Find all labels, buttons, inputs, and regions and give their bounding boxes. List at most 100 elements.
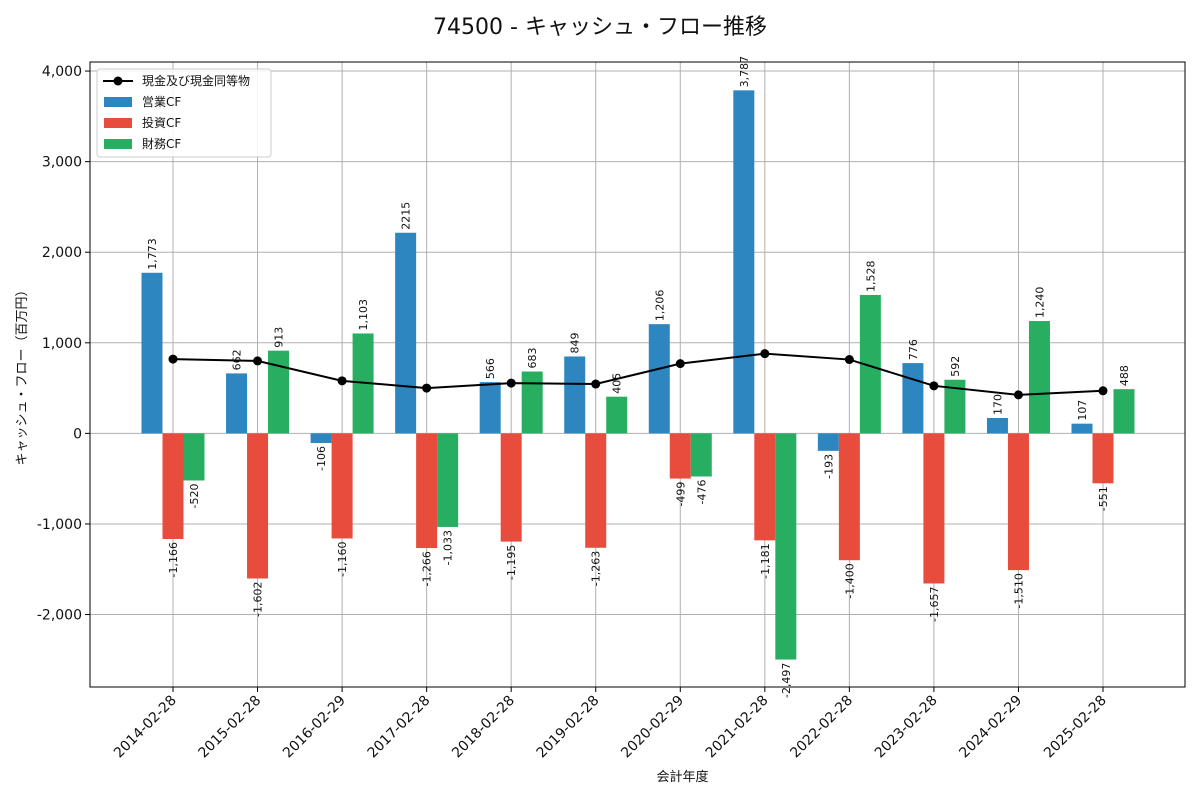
bar [690,433,712,477]
cash-line-point [675,359,685,369]
x-tick-label: 2019-02-28 [534,693,603,762]
bar-value-label: 776 [907,339,920,360]
bars [141,90,1135,660]
bar [141,272,163,434]
bar [986,417,1008,434]
bar [838,433,860,561]
legend-bar-swatch [104,118,132,128]
bar [183,433,205,481]
bar-value-label: -1,602 [252,581,265,616]
x-tick-label: 2022-02-28 [787,693,856,762]
bar [247,433,269,579]
bar [331,433,353,539]
bar-value-label: 1,528 [864,260,877,292]
bar-value-label: -106 [315,446,328,471]
bar-value-label: -476 [695,479,708,504]
bar [754,433,776,541]
legend-bar-swatch [104,139,132,149]
bar-value-label: -1,400 [843,563,856,598]
bar-value-label: -1,195 [505,545,518,580]
bar-value-label: 913 [273,327,286,348]
bar-value-label: 566 [484,358,497,379]
x-tick-label: 2024-02-29 [956,693,1025,762]
bar [733,90,755,434]
bar-value-label: -499 [674,482,687,507]
y-tick-label: -2,000 [37,608,82,624]
bar-value-label: -1,266 [421,551,434,586]
x-tick-label: 2017-02-28 [365,693,434,762]
legend-entry-label: 投資CF [142,115,181,130]
bar-value-label: -520 [188,483,201,508]
cash-line-path [172,352,1104,396]
bar-value-label: 1,103 [357,299,370,331]
bar [1092,433,1114,484]
bar [1007,433,1029,571]
y-axis-label: キャッシュ・フロー（百万円） [15,283,30,465]
x-tick-label: 2018-02-28 [449,693,518,762]
bar [479,382,501,434]
y-tick-label: 2,000 [42,245,82,261]
bar [500,433,522,542]
bar-value-label: 107 [1076,400,1089,421]
bar [564,356,586,434]
bar-labels: 1,773 662 -106 2215 566 849 1,206 3,787 -193 776 1… [146,56,1131,698]
bar-value-label: -1,510 [1012,573,1025,608]
cash-line-point [1013,390,1023,400]
bar-value-label: 1,206 [653,290,666,322]
grid [90,62,1185,687]
bar-value-label: 2215 [400,202,413,230]
bar [859,294,881,434]
cash-line-point [253,356,263,366]
bar [268,350,290,434]
bar-value-label: 405 [611,373,624,394]
bar [1113,389,1135,434]
x-tick-label: 2014-02-28 [111,693,180,762]
legend-marker [113,76,123,86]
bar-value-label: 592 [949,356,962,377]
plot-frame [89,61,1186,688]
bar [437,433,459,527]
bar [395,232,417,434]
bar-value-label: -1,181 [759,543,772,578]
bar-value-label: 1,240 [1033,287,1046,319]
bar [226,373,248,434]
x-tick-label: 2020-02-29 [618,693,687,762]
bar-value-label: -1,263 [590,551,603,586]
bar [310,433,332,443]
x-tick-label: 2021-02-28 [703,693,772,762]
cash-line-point [844,355,854,365]
cash-line-point [760,349,770,359]
cash-line-point [168,354,178,364]
bar-value-label: -2,497 [780,663,793,698]
legend-entry-label: 現金及び現金同等物 [142,73,250,88]
bar-value-label: -1,033 [442,530,455,565]
y-tick-label: 3,000 [42,155,82,171]
legend-entry-label: 営業CF [142,95,181,109]
bar-value-label: 849 [569,332,582,353]
bar [521,371,543,434]
bar-value-label: 488 [1118,365,1131,386]
bar [669,433,691,479]
bar [162,433,184,539]
y-tick-label: 1,000 [42,336,82,352]
bar-value-label: -551 [1097,486,1110,511]
bar-value-label: -1,166 [167,542,180,577]
x-tick-label: 2025-02-28 [1041,693,1110,762]
bar-value-label: 683 [526,348,539,369]
cash-line-point [591,379,601,389]
cash-line-point [337,376,347,386]
chart-title: 74500 - キャッシュ・フロー推移 [433,15,767,40]
x-tick-label: 2016-02-29 [280,693,349,762]
bar [1071,423,1093,434]
cash-line-point [1098,386,1108,396]
bar-value-label: 3,787 [738,56,751,88]
bar-value-label: 662 [231,349,244,370]
bar-value-label: 1,773 [146,238,159,270]
bar [416,433,438,549]
legend-box [96,68,272,158]
bar [775,433,797,660]
bar [606,396,628,434]
